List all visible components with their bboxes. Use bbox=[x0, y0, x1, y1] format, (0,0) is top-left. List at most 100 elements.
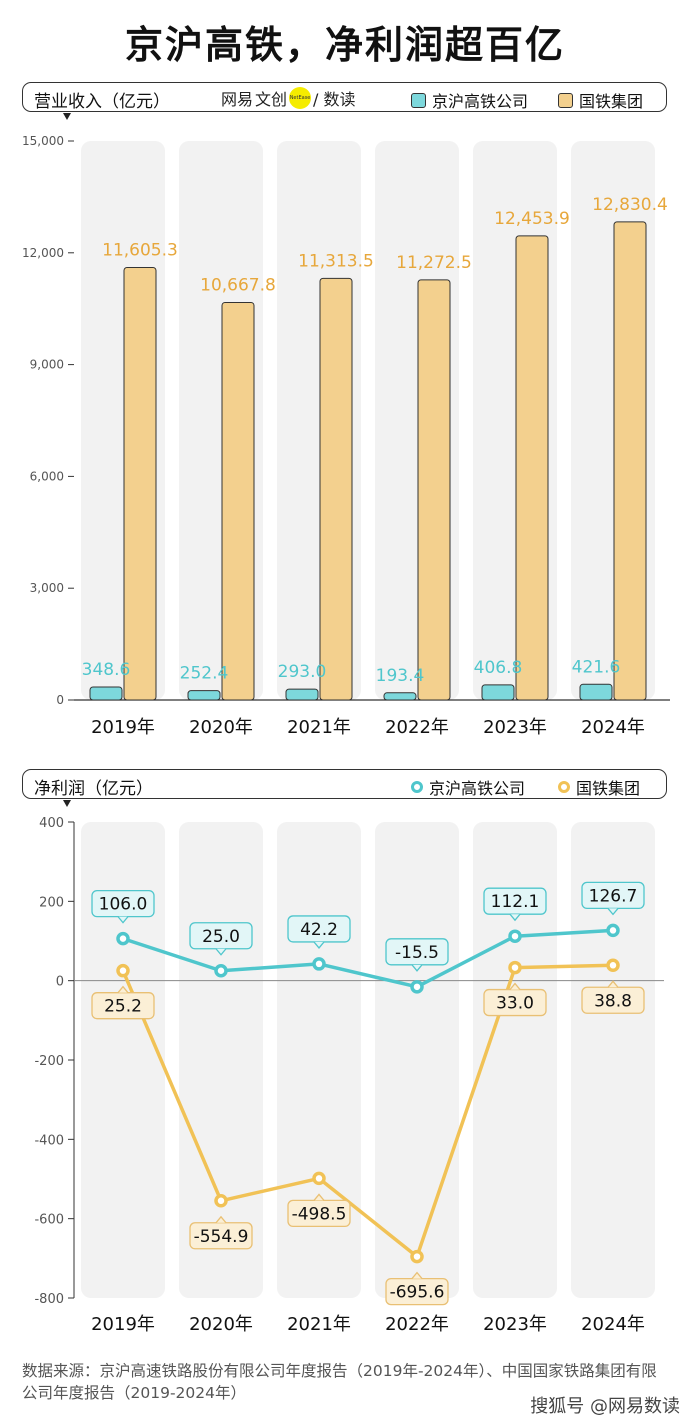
yellow-swatch-icon bbox=[558, 92, 573, 108]
label-pointer bbox=[411, 1271, 423, 1280]
legend-item-jinghu-line: 京沪高铁公司 bbox=[411, 775, 525, 799]
point-guotie bbox=[508, 960, 522, 975]
x-tick-label: 2021年 bbox=[287, 1314, 351, 1335]
label-box bbox=[91, 889, 155, 918]
x-tick-label: 2021年 bbox=[287, 717, 351, 738]
data-label-guotie: 12,830.4 bbox=[592, 195, 668, 215]
x-tick-label: 2020年 bbox=[189, 717, 253, 738]
data-label-guotie: 11,313.5 bbox=[298, 251, 374, 271]
point-jinghu bbox=[508, 929, 522, 943]
label-text: 33.0 bbox=[496, 994, 534, 1014]
data-label-jinghu: 293.0 bbox=[278, 662, 327, 682]
x-tick-label: 2023年 bbox=[483, 1314, 547, 1335]
label-box bbox=[483, 887, 547, 915]
teal-marker-icon bbox=[411, 781, 423, 793]
x-tick-label: 2024年 bbox=[581, 1314, 645, 1335]
watermark: 搜狐号 @网易数读 bbox=[530, 1396, 680, 1417]
data-label-jinghu: 126.7 bbox=[581, 881, 645, 916]
bar-guotie bbox=[221, 301, 255, 701]
legend-item-jinghu: 京沪高铁公司 bbox=[411, 88, 528, 112]
point-jinghu bbox=[606, 923, 620, 938]
y-tick-label: -600 bbox=[34, 1213, 64, 1228]
data-label-jinghu: 193.4 bbox=[376, 666, 425, 686]
bar-jinghu bbox=[285, 688, 319, 701]
y-tick-label: 12,000 bbox=[22, 246, 64, 260]
label-pointer bbox=[509, 913, 521, 922]
label-text: 25.0 bbox=[202, 927, 240, 947]
revenue-panel-header: 营业收入（亿元） 网易 文创 NetEase / 数读 京沪高铁公司 国铁集团 bbox=[22, 82, 667, 120]
point-guotie bbox=[312, 1171, 326, 1186]
page-title: 京沪高铁，净利润超百亿 bbox=[124, 23, 565, 67]
label-text: -695.6 bbox=[390, 1283, 445, 1303]
column-background bbox=[473, 822, 557, 1298]
source-note: 数据来源：京沪高速铁路股份有限公司年度报告（2019年-2024年）、中国国家铁… bbox=[22, 1362, 657, 1402]
profit-line-chart: -800 -600 -400 -200 0 200 400 106.0 25.0 42.2 -15.… bbox=[34, 816, 664, 1335]
column-background bbox=[375, 822, 459, 1298]
y-tick-label: 200 bbox=[39, 895, 64, 910]
bar-jinghu bbox=[579, 683, 613, 701]
y-tick-label: 400 bbox=[39, 816, 64, 831]
data-label-jinghu: 25.0 bbox=[189, 922, 253, 956]
line-guotie bbox=[121, 963, 614, 1259]
label-text: 25.2 bbox=[104, 997, 142, 1017]
label-pointer bbox=[117, 916, 129, 924]
netease-logo-icon: NetEase bbox=[289, 87, 312, 109]
data-label-guotie: -554.9 bbox=[189, 1215, 253, 1250]
point-guotie bbox=[214, 1194, 228, 1208]
pointer-icon bbox=[63, 113, 71, 120]
bar-guotie bbox=[417, 279, 451, 701]
point-jinghu bbox=[410, 980, 424, 994]
data-label-jinghu: 348.6 bbox=[82, 660, 131, 680]
data-label-guotie: 12,453.9 bbox=[494, 209, 570, 229]
label-text: -15.5 bbox=[395, 943, 439, 963]
label-pointer bbox=[607, 907, 619, 916]
revenue-bar-chart: 0 3,000 6,000 9,000 12,000 15,000 348.6 11,605.… bbox=[22, 134, 670, 738]
label-text: 106.0 bbox=[99, 895, 148, 915]
label-text: 112.1 bbox=[491, 892, 540, 912]
x-tick-label: 2020年 bbox=[189, 1314, 253, 1335]
column-background bbox=[81, 822, 165, 1298]
x-tick-label: 2024年 bbox=[581, 717, 645, 738]
data-label-guotie: 11,272.5 bbox=[396, 253, 472, 273]
legend-item-guotie-line: 国铁集团 bbox=[558, 775, 640, 799]
y-tick-label: 9,000 bbox=[30, 358, 64, 372]
point-guotie bbox=[410, 1249, 424, 1264]
y-tick-label: 6,000 bbox=[30, 469, 64, 483]
profit-panel-header: 净利润（亿元） 京沪高铁公司 国铁集团 bbox=[22, 769, 667, 807]
bar-jinghu bbox=[187, 690, 221, 701]
point-jinghu bbox=[116, 931, 130, 946]
label-pointer bbox=[411, 964, 423, 972]
label-pointer bbox=[215, 1215, 227, 1224]
y-tick-label: -200 bbox=[34, 1054, 64, 1069]
data-label-guotie: 25.2 bbox=[91, 985, 155, 1020]
bar-guotie bbox=[319, 277, 353, 701]
data-label-guotie: -498.5 bbox=[287, 1193, 351, 1228]
data-label-guotie: 11,605.3 bbox=[102, 241, 178, 261]
data-label-guotie: 33.0 bbox=[483, 982, 547, 1017]
data-label-jinghu: 42.2 bbox=[287, 915, 351, 949]
data-label-jinghu: 112.1 bbox=[483, 887, 547, 922]
brand-logo: 网易 文创 NetEase / 数读 bbox=[221, 86, 356, 110]
revenue-chart-title: 营业收入（亿元） bbox=[34, 92, 170, 112]
bar-guotie bbox=[515, 235, 549, 701]
point-jinghu bbox=[214, 964, 228, 978]
label-pointer bbox=[117, 985, 129, 994]
label-text: -498.5 bbox=[292, 1204, 347, 1224]
y-tick-label: 0 bbox=[56, 975, 64, 990]
data-label-jinghu: -15.5 bbox=[385, 938, 449, 972]
label-text: 126.7 bbox=[589, 886, 638, 906]
label-pointer bbox=[313, 941, 325, 949]
point-guotie bbox=[606, 958, 620, 973]
legend-item-guotie: 国铁集团 bbox=[558, 88, 643, 112]
bar-jinghu bbox=[89, 686, 123, 701]
yellow-marker-icon bbox=[558, 781, 570, 793]
profit-chart-title: 净利润（亿元） bbox=[34, 779, 153, 799]
point-jinghu bbox=[312, 957, 326, 971]
bar-jinghu bbox=[481, 684, 515, 701]
label-pointer bbox=[509, 982, 521, 990]
teal-swatch-icon bbox=[411, 92, 426, 108]
point-guotie bbox=[116, 963, 130, 978]
label-pointer bbox=[607, 980, 619, 988]
data-label-jinghu: 421.6 bbox=[572, 657, 621, 677]
x-tick-label: 2019年 bbox=[91, 717, 155, 738]
